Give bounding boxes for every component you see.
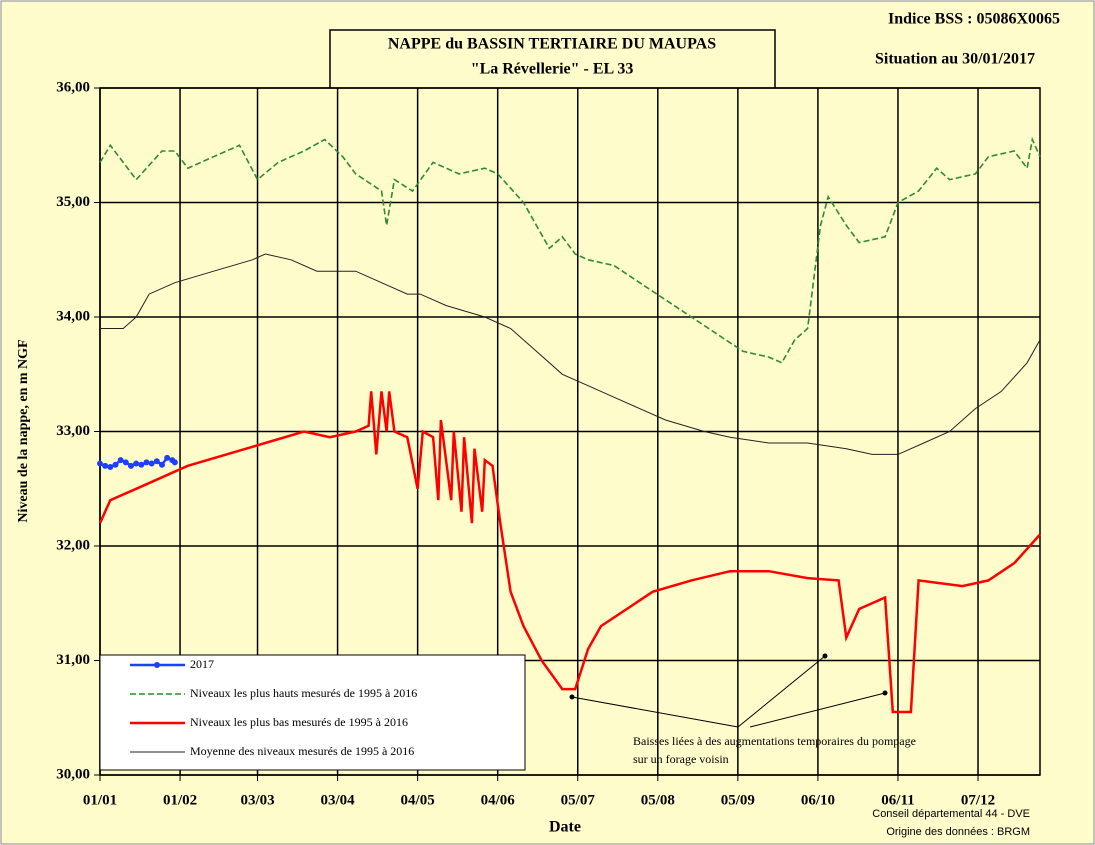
data-point bbox=[158, 461, 165, 468]
chart-subtitle: "La Révellerie" - EL 33 bbox=[471, 61, 634, 78]
y-tick-label: 32,00 bbox=[56, 537, 90, 553]
data-point bbox=[153, 458, 160, 465]
legend-box bbox=[99, 654, 526, 771]
legend-label: Moyenne des niveaux mesurés de 1995 à 20… bbox=[190, 744, 414, 758]
x-tick-label: 03/04 bbox=[320, 792, 355, 808]
annotation-arrowhead bbox=[569, 694, 575, 700]
legend-marker bbox=[154, 662, 160, 668]
y-tick-label: 33,00 bbox=[56, 423, 90, 439]
legend-label: Niveaux les plus bas mesurés de 1995 à 2… bbox=[190, 715, 408, 729]
data-point bbox=[133, 460, 140, 467]
data-point bbox=[171, 459, 178, 466]
y-axis-label: Niveau de la nappe, en m NGF bbox=[16, 339, 31, 522]
data-point bbox=[138, 461, 145, 468]
x-tick-label: 05/09 bbox=[721, 792, 755, 808]
footer-credit: Conseil départemental 44 - DVE bbox=[872, 808, 1030, 820]
annotation-text: sur un forage voisin bbox=[633, 752, 729, 766]
x-tick-label: 06/10 bbox=[801, 792, 835, 808]
x-tick-label: 05/08 bbox=[641, 792, 675, 808]
annotation-text: Baisses liées à des augmentations tempor… bbox=[633, 734, 916, 748]
annotation-arrow bbox=[737, 655, 826, 728]
data-point bbox=[122, 459, 129, 466]
y-tick-label: 35,00 bbox=[56, 194, 90, 210]
x-tick-label: 01/02 bbox=[163, 792, 197, 808]
data-point bbox=[107, 463, 114, 470]
bss-index: Indice BSS : 05086X0065 bbox=[888, 11, 1060, 28]
y-tick-label: 30,00 bbox=[56, 766, 90, 782]
annotation-arrowhead bbox=[882, 690, 888, 696]
data-point bbox=[102, 462, 109, 469]
annotation-arrow bbox=[571, 696, 739, 728]
title-box bbox=[329, 29, 776, 91]
data-point bbox=[148, 460, 155, 467]
y-tick-label: 36,00 bbox=[56, 79, 90, 95]
x-tick-label: 05/07 bbox=[561, 792, 596, 808]
data-point bbox=[112, 461, 119, 468]
annotation-arrow bbox=[749, 692, 886, 728]
data-point bbox=[164, 454, 171, 461]
legend-label: Niveaux les plus hauts mesurés de 1995 à… bbox=[190, 686, 417, 700]
footer-source: Origine des données : BRGM bbox=[886, 826, 1030, 838]
x-tick-label: 04/06 bbox=[481, 792, 516, 808]
annotation: Baisses liées à des augmentations tempor… bbox=[569, 653, 916, 766]
legend-label: 2017 bbox=[190, 657, 214, 671]
data-point bbox=[117, 457, 124, 464]
x-tick-label: 03/03 bbox=[240, 792, 274, 808]
annotation-arrowhead bbox=[822, 653, 828, 659]
data-point bbox=[127, 462, 134, 469]
series-line bbox=[100, 253, 1041, 455]
x-tick-label: 07/12 bbox=[961, 792, 995, 808]
data-point bbox=[143, 459, 150, 466]
y-tick-label: 31,00 bbox=[56, 652, 90, 668]
x-tick-label: 01/01 bbox=[83, 792, 117, 808]
x-tick-label: 06/11 bbox=[881, 792, 914, 808]
data-point bbox=[97, 460, 103, 467]
x-tick-label: 04/05 bbox=[401, 792, 435, 808]
y-tick-label: 34,00 bbox=[56, 308, 90, 324]
situation-date: Situation au 30/01/2017 bbox=[875, 51, 1035, 68]
series-line bbox=[99, 136, 1041, 364]
x-axis-label: Date bbox=[549, 819, 581, 836]
chart-title: NAPPE du BASSIN TERTIAIRE DU MAUPAS bbox=[388, 36, 716, 53]
legend: 2017 Niveaux les plus hauts mesurés de 19… bbox=[99, 654, 526, 771]
series-line bbox=[98, 391, 1041, 714]
